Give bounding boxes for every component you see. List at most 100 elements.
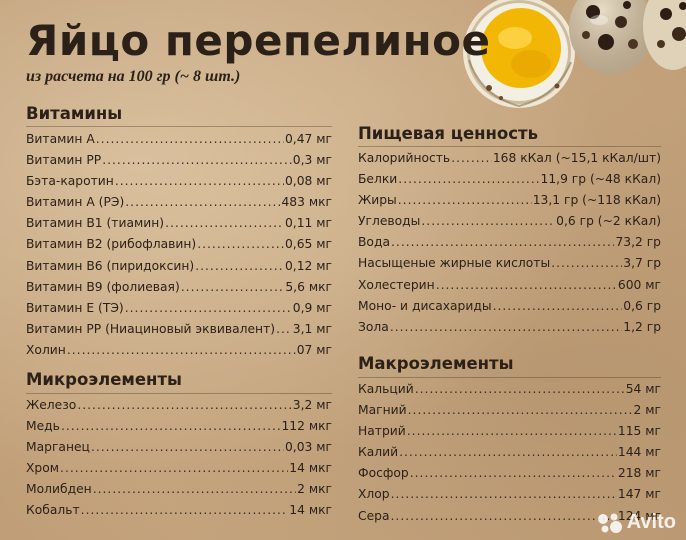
nutrient-name: Натрий — [358, 424, 406, 439]
nutrient-value: 3,1 мг — [292, 321, 332, 336]
section-divider — [358, 377, 661, 378]
nutrient-value: 112 мкг — [281, 419, 332, 434]
nutrient-row: Холестерин 600 мг — [358, 278, 661, 299]
nutrient-name: Холестерин — [358, 277, 435, 292]
nutrient-value: 483 мкг — [281, 195, 332, 210]
nutrient-row: Витамин В2 (рибофлавин) 0,65 мг — [26, 237, 332, 258]
nutrient-name: Витамин А (РЭ) — [26, 195, 125, 210]
nutrient-row: Жиры 13,1 гр (~118 кКал) — [358, 193, 661, 214]
nutrient-value: 13,1 гр (~118 кКал) — [532, 193, 661, 208]
dot-leader — [399, 445, 617, 459]
dot-leader — [390, 320, 622, 334]
dot-leader — [165, 216, 284, 230]
dot-leader — [102, 153, 292, 167]
nutrient-row: Зола 1,2 гр — [358, 320, 661, 341]
nutrient-value: 147 мг — [617, 487, 661, 502]
nutrient-value: 2 мг — [633, 403, 661, 418]
nutrient-name: Калий — [358, 445, 399, 460]
dot-leader — [391, 487, 617, 501]
nutrient-name: Витамин В9 (фолиевая) — [26, 279, 180, 294]
nutrient-value: 2 мкг — [297, 482, 332, 497]
dot-leader — [61, 419, 281, 433]
dot-leader — [125, 301, 292, 315]
dot-leader — [81, 503, 289, 517]
nutrient-name: Магний — [358, 403, 407, 418]
dot-leader — [115, 174, 284, 188]
nutrient-row: Хром 14 мкг — [26, 461, 332, 482]
dot-leader — [391, 509, 617, 523]
nutrient-value: 124 мг — [617, 508, 661, 523]
vitamins-list: Витамин А 0,47 мг Витамин PP 0,3 мг Бэта-кар… — [26, 132, 332, 364]
nutrient-name: Хром — [26, 461, 60, 476]
nutrient-name: Марганец — [26, 440, 90, 455]
nutrient-name: Насыщеные жирные кислоты — [358, 256, 551, 271]
nutrient-name: Витамин В1 (тиамин) — [26, 216, 165, 231]
nutrient-name: Зола — [358, 319, 389, 334]
nutrient-value: 0,6 гр — [623, 298, 661, 313]
nutrient-row: Витамин В9 (фолиевая) 5,6 мкг — [26, 280, 332, 301]
nutrient-name: Витамин В6 (пиридоксин) — [26, 258, 195, 273]
nutrition-list: Калорийность 168 кКал (~15,1 кКал/шт) Белк… — [358, 151, 661, 341]
nutrient-name: Витамин Е (ТЭ) — [26, 300, 124, 315]
dot-leader — [451, 151, 492, 165]
dot-leader — [398, 193, 532, 207]
avito-brand-text: Avito — [626, 511, 676, 533]
section-title-microelements: Микроэлементы — [26, 370, 182, 389]
nutrient-value: 115 мг — [617, 424, 661, 439]
avito-logo-icon — [597, 513, 622, 533]
nutrient-value: 1,2 гр — [623, 319, 661, 334]
page-title: Яйцо перепелиное — [26, 16, 491, 65]
nutrient-name: Медь — [26, 419, 60, 434]
nutrient-row: Медь 112 мкг — [26, 419, 332, 440]
nutrient-name: Моно- и дисахариды — [358, 298, 492, 313]
macroelements-list: Кальций 54 мг Магний 2 мг Натрий 115 мг Калий 1… — [358, 382, 661, 530]
section-divider — [358, 146, 661, 147]
nutrient-value: 3,7 гр — [623, 256, 661, 271]
page-subtitle: из расчета на 100 гр (~ 8 шт.) — [26, 68, 241, 85]
nutrient-row: Витамин PP (Ниациновый эквивалент) 3,1 мг — [26, 322, 332, 343]
nutrient-name: Витамин PP (Ниациновый эквивалент) — [26, 321, 276, 336]
nutrient-value: 0,65 мг — [284, 237, 332, 252]
nutrient-value: 0,03 мг — [284, 440, 332, 455]
nutrient-row: Молибден 2 мкг — [26, 482, 332, 503]
nutrient-name: Хлор — [358, 487, 390, 502]
nutrient-name: Вода — [358, 235, 390, 250]
nutrient-row: Витамин А 0,47 мг — [26, 132, 332, 153]
dot-leader — [391, 235, 614, 249]
section-divider — [26, 393, 332, 394]
section-title-macroelements: Макроэлементы — [358, 354, 514, 373]
dot-leader — [398, 172, 539, 186]
nutrient-name: Молибден — [26, 482, 92, 497]
nutrient-value: 0,08 мг — [284, 174, 332, 189]
nutrient-value: 600 мг — [617, 277, 661, 292]
section-title-nutrition: Пищевая ценность — [358, 124, 539, 143]
nutrient-row: Сера 124 мг — [358, 509, 661, 530]
dot-leader — [276, 322, 292, 336]
nutrient-value: 54 мг — [625, 382, 661, 396]
nutrient-row: Витамин А (РЭ) 483 мкг — [26, 195, 332, 216]
dot-leader — [60, 461, 288, 475]
dot-leader — [96, 132, 284, 146]
dot-leader — [181, 280, 285, 294]
nutrient-row: Кобальт 14 мкг — [26, 503, 332, 524]
dot-leader — [410, 466, 617, 480]
dot-leader — [493, 299, 623, 313]
section-divider — [26, 126, 332, 127]
nutrient-name: Витамин В2 (рибофлавин) — [26, 237, 197, 252]
nutrient-row: Белки 11,9 гр (~48 кКал) — [358, 172, 661, 193]
nutrient-value: 0,12 мг — [284, 258, 332, 273]
nutrient-row: Хлор 147 мг — [358, 487, 661, 508]
nutrient-row: Фосфор 218 мг — [358, 466, 661, 487]
nutrient-row: Углеводы 0,6 гр (~2 кКал) — [358, 214, 661, 235]
nutrient-row: Моно- и дисахариды 0,6 гр — [358, 299, 661, 320]
dot-leader — [436, 278, 617, 292]
dot-leader — [415, 382, 625, 396]
dot-leader — [125, 195, 280, 209]
nutrient-value: 0,9 мг — [292, 300, 332, 315]
nutrient-name: Холин — [26, 342, 66, 357]
nutrient-row: Железо 3,2 мг — [26, 398, 332, 419]
nutrient-value: 0,47 мг — [284, 132, 332, 146]
nutrient-row: Калий 144 мг — [358, 445, 661, 466]
nutrient-value: 07 мг — [296, 342, 332, 357]
nutrient-row: Витамин В6 (пиридоксин) 0,12 мг — [26, 259, 332, 280]
